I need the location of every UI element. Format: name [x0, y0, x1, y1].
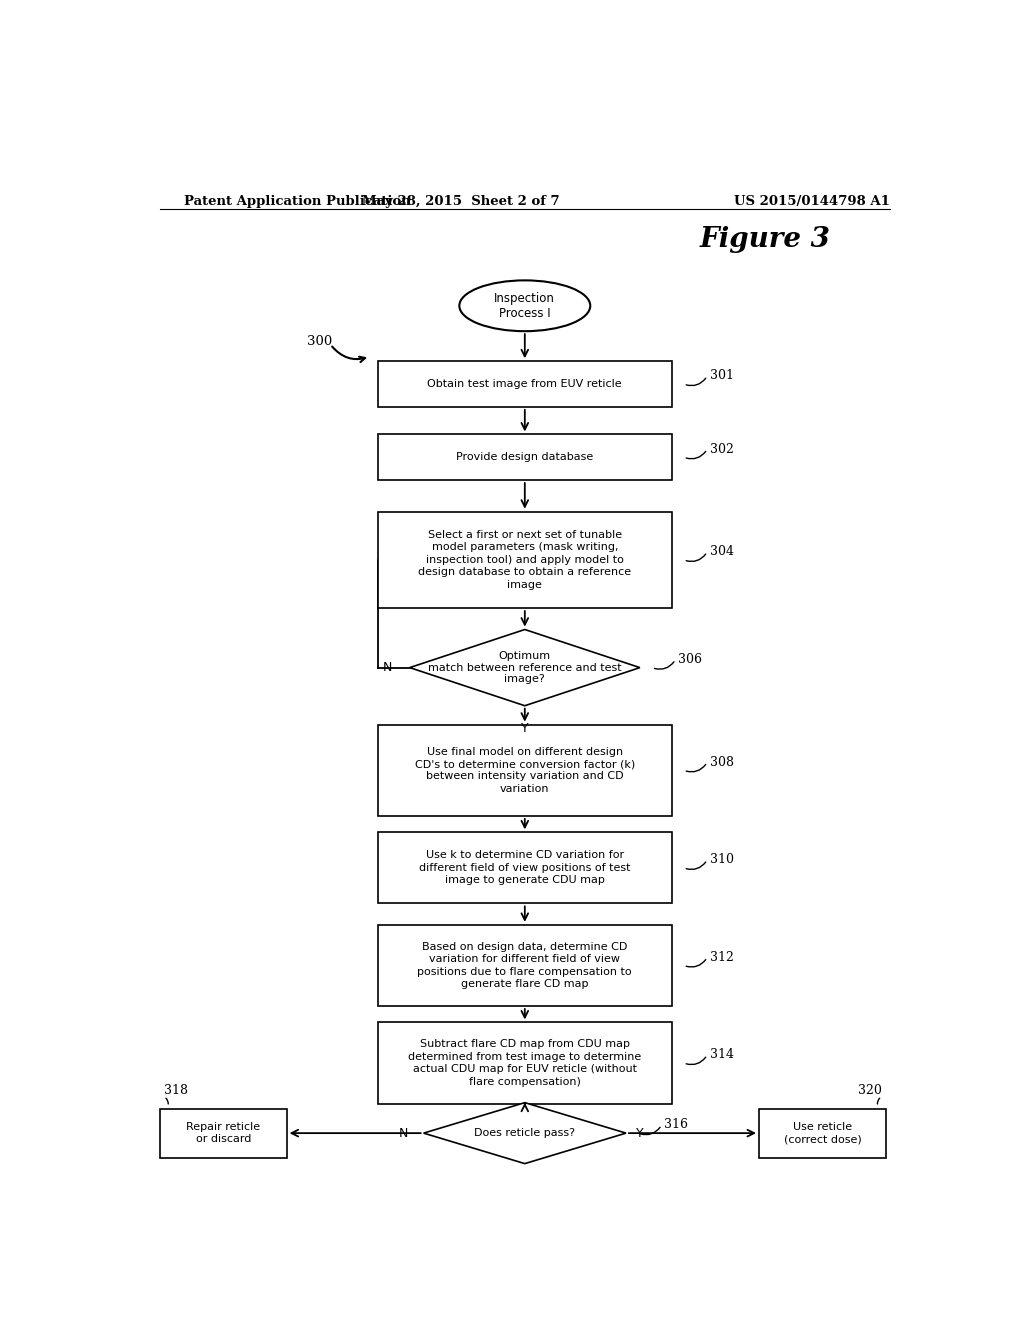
Polygon shape: [424, 1102, 626, 1164]
FancyBboxPatch shape: [378, 833, 672, 903]
Polygon shape: [410, 630, 640, 706]
Text: 308: 308: [710, 755, 734, 768]
FancyBboxPatch shape: [378, 362, 672, 407]
Text: 301: 301: [710, 370, 734, 383]
Text: Y: Y: [521, 722, 528, 735]
Text: Obtain test image from EUV reticle: Obtain test image from EUV reticle: [427, 379, 623, 389]
Text: 314: 314: [710, 1048, 734, 1061]
Text: Provide design database: Provide design database: [456, 453, 594, 462]
Text: Subtract flare CD map from CDU map
determined from test image to determine
actua: Subtract flare CD map from CDU map deter…: [409, 1039, 641, 1086]
FancyBboxPatch shape: [378, 512, 672, 609]
Text: 312: 312: [710, 950, 733, 964]
FancyBboxPatch shape: [378, 434, 672, 480]
Text: 310: 310: [710, 853, 734, 866]
Text: Use reticle
(correct dose): Use reticle (correct dose): [783, 1122, 861, 1144]
Text: Inspection
Process I: Inspection Process I: [495, 292, 555, 319]
Text: May 28, 2015  Sheet 2 of 7: May 28, 2015 Sheet 2 of 7: [362, 194, 560, 207]
Text: Optimum
match between reference and test
image?: Optimum match between reference and test…: [428, 651, 622, 684]
FancyBboxPatch shape: [378, 925, 672, 1006]
Text: Does reticle pass?: Does reticle pass?: [474, 1129, 575, 1138]
Text: 304: 304: [710, 545, 734, 558]
Text: N: N: [398, 1127, 408, 1139]
Ellipse shape: [460, 280, 590, 331]
Text: 302: 302: [710, 442, 733, 455]
Text: Based on design data, determine CD
variation for different field of view
positio: Based on design data, determine CD varia…: [418, 942, 632, 989]
Text: 318: 318: [164, 1084, 187, 1097]
Text: Y: Y: [636, 1127, 643, 1139]
Text: Select a first or next set of tunable
model parameters (mask writing,
inspection: Select a first or next set of tunable mo…: [418, 531, 632, 590]
Text: US 2015/0144798 A1: US 2015/0144798 A1: [734, 194, 890, 207]
FancyBboxPatch shape: [378, 725, 672, 816]
FancyBboxPatch shape: [160, 1109, 287, 1158]
Text: Patent Application Publication: Patent Application Publication: [183, 194, 411, 207]
Text: N: N: [383, 661, 392, 675]
FancyBboxPatch shape: [759, 1109, 886, 1158]
Text: Figure 3: Figure 3: [699, 226, 830, 253]
Text: Repair reticle
or discard: Repair reticle or discard: [186, 1122, 260, 1144]
Text: 300: 300: [306, 335, 332, 348]
FancyBboxPatch shape: [378, 1022, 672, 1104]
Text: Use final model on different design
CD's to determine conversion factor (k)
betw: Use final model on different design CD's…: [415, 747, 635, 793]
Text: 316: 316: [665, 1118, 688, 1131]
Text: 320: 320: [858, 1084, 882, 1097]
Text: 306: 306: [678, 653, 702, 667]
Text: Use k to determine CD variation for
different field of view positions of test
im: Use k to determine CD variation for diff…: [419, 850, 631, 886]
